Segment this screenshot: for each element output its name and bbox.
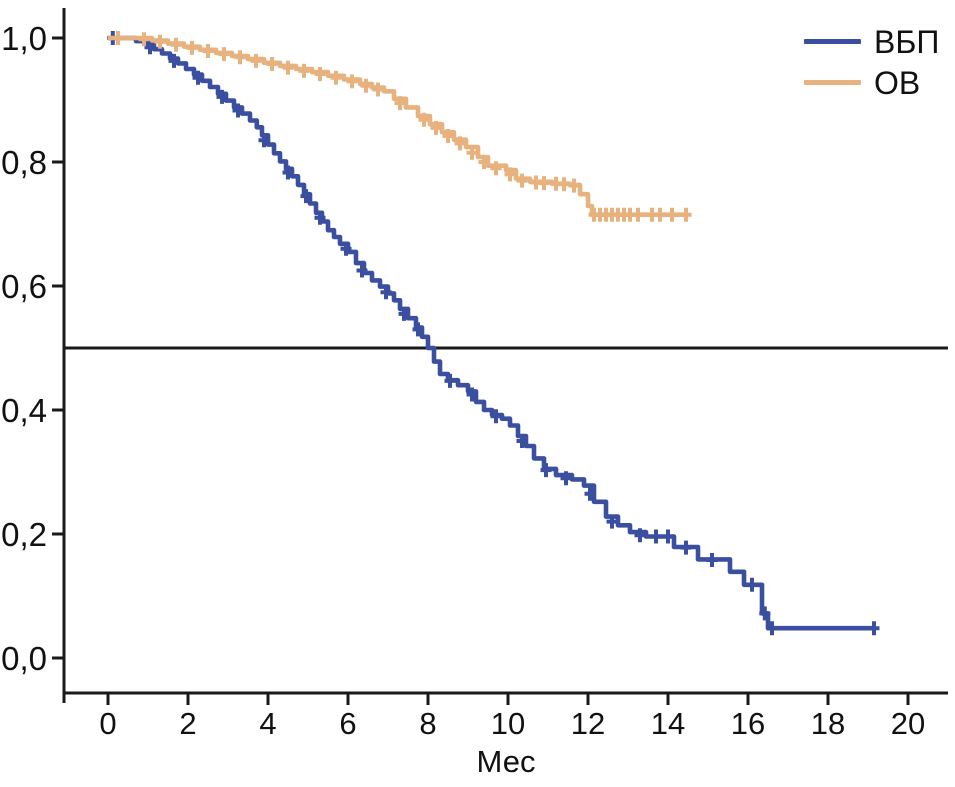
y-tick-label: 0,8 [1, 144, 47, 181]
x-tick-label: 20 [891, 706, 925, 741]
legend-item-vbp: ВБП [804, 22, 939, 61]
legend: ВБП ОВ [804, 22, 939, 102]
y-tick-label: 0,6 [1, 268, 47, 305]
legend-item-ov: ОВ [804, 63, 939, 102]
series-ov-curve [108, 35, 686, 217]
x-tick-label: 14 [651, 706, 685, 741]
x-tick-label: 18 [811, 706, 845, 741]
series-ov-censor-marks [112, 31, 692, 222]
x-tick-label: 10 [491, 706, 525, 741]
y-tick-label: 0,0 [1, 640, 47, 677]
ov-legend-label: ОВ [874, 64, 921, 101]
ov-line-swatch [804, 80, 861, 85]
vbp-line-swatch [804, 39, 861, 44]
x-tick-label: 4 [259, 706, 276, 741]
x-axis-title: Мес [477, 744, 536, 779]
x-tick-label: 2 [179, 706, 196, 741]
y-tick-label: 1,0 [1, 20, 47, 57]
series-vbp-curve [108, 35, 876, 631]
x-tick-label: 12 [571, 706, 605, 741]
x-tick-label: 6 [339, 706, 356, 741]
vbp-legend-label: ВБП [874, 23, 940, 60]
y-tick-label: 0,4 [1, 392, 47, 429]
series-vbp-censor-marks [107, 31, 880, 636]
x-tick-label: 0 [99, 706, 116, 741]
x-tick-label: 16 [731, 706, 765, 741]
x-tick-label: 8 [419, 706, 436, 741]
y-tick-label: 0,2 [1, 516, 47, 553]
